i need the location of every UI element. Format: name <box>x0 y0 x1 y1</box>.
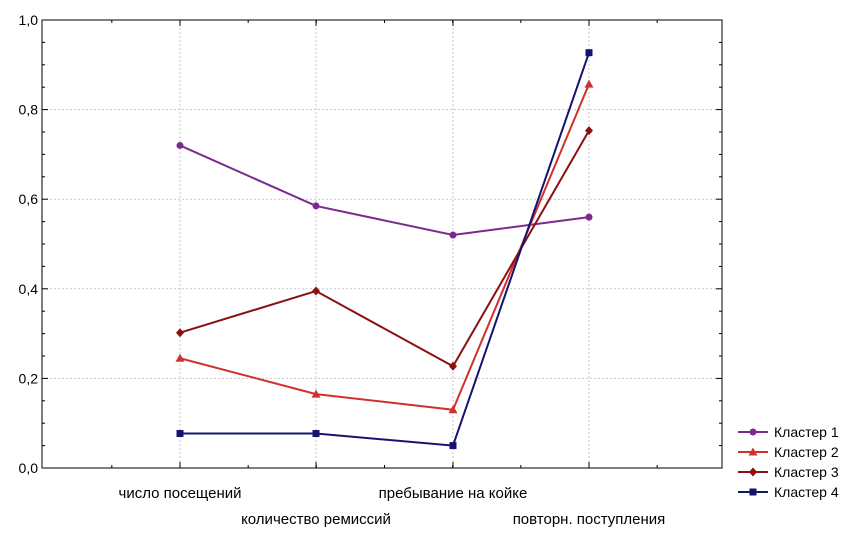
data-point <box>311 389 321 398</box>
x-category-label: повторн. поступления <box>513 511 666 528</box>
legend-label: Кластер 3 <box>774 464 839 480</box>
y-tick-label: 1,0 <box>19 12 39 28</box>
data-point <box>749 488 757 496</box>
data-point <box>176 141 184 149</box>
legend-item: Кластер 4 <box>738 484 839 500</box>
x-category-label: количество ремиссий <box>241 511 391 528</box>
y-axis: 0,0 0,2 0,4 0,6 0,8 1,0 <box>19 12 722 476</box>
data-point <box>175 353 185 362</box>
x-category-label: число посещений <box>119 485 242 502</box>
legend-item: Кластер 2 <box>738 444 839 460</box>
series-line <box>180 52 590 447</box>
x-axis-categories: число посещений количество ремиссий пребыв… <box>119 485 666 528</box>
data-point <box>585 126 593 136</box>
data-point <box>584 79 594 88</box>
legend-item: Кластер 3 <box>738 464 839 480</box>
series-line <box>179 83 590 411</box>
y-tick-label: 0,8 <box>19 102 39 118</box>
legend: Кластер 1 Кластер 2 Кластер 3 Кластер 4 <box>738 424 839 500</box>
y-tick-label: 0,2 <box>19 370 39 386</box>
data-point <box>585 213 593 221</box>
legend-item: Кластер 1 <box>738 424 839 440</box>
series-group <box>176 141 593 239</box>
y-tick-label: 0,4 <box>19 281 39 297</box>
data-point <box>312 430 320 438</box>
data-point <box>449 442 457 450</box>
legend-label: Кластер 2 <box>774 444 839 460</box>
x-category-label: пребывание на койке <box>379 485 528 502</box>
series-line <box>179 130 590 368</box>
data-point <box>585 49 593 57</box>
data-point <box>449 231 457 239</box>
series-group <box>176 126 593 371</box>
data-point <box>749 428 757 436</box>
series-lines <box>175 49 594 450</box>
y-tick-label: 0,0 <box>19 460 39 476</box>
legend-label: Кластер 1 <box>774 424 839 440</box>
series-group <box>175 79 594 414</box>
data-point <box>748 447 758 456</box>
data-point <box>176 328 184 338</box>
data-point <box>176 430 184 438</box>
data-point <box>449 361 457 371</box>
grid-lines <box>42 20 722 468</box>
data-point <box>312 286 320 296</box>
data-point <box>448 405 458 414</box>
y-tick-label: 0,6 <box>19 191 39 207</box>
series-group <box>176 49 593 450</box>
data-point <box>749 467 757 477</box>
data-point <box>312 202 320 210</box>
legend-label: Кластер 4 <box>774 484 839 500</box>
series-line <box>179 144 590 237</box>
